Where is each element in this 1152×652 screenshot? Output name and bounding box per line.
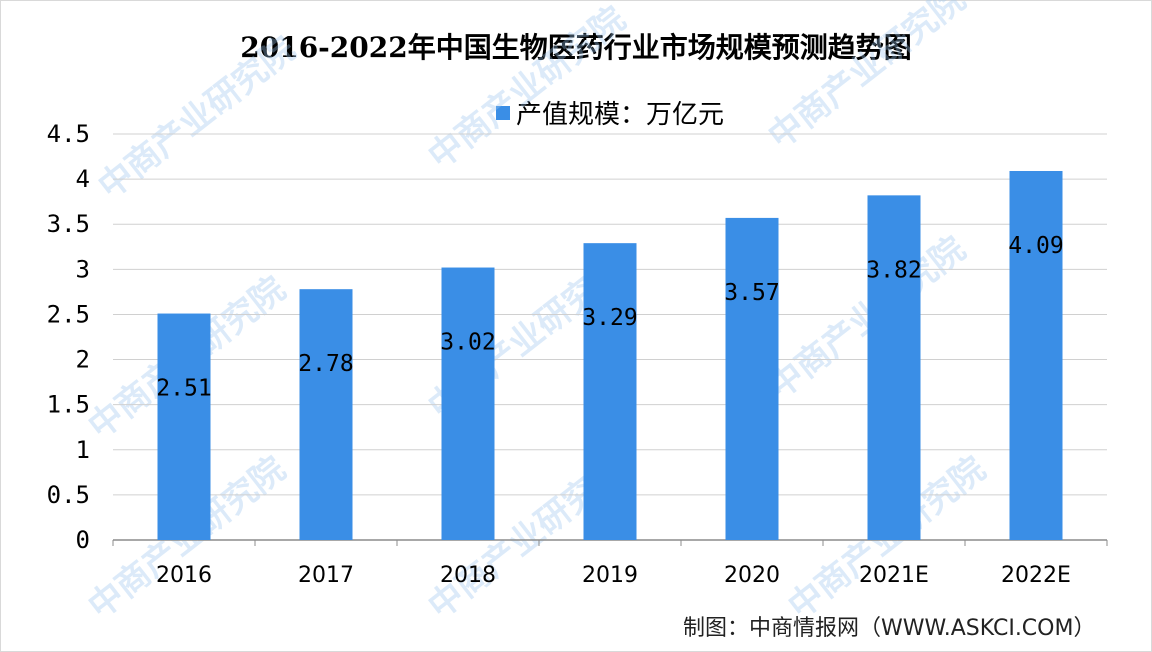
y-tick-label: 0.5	[47, 481, 90, 509]
data-label: 2.78	[298, 351, 353, 377]
bar	[1009, 170, 1063, 541]
x-tick-label: 2022E	[1001, 563, 1071, 588]
data-label: 3.82	[866, 257, 921, 283]
y-tick-label: 2	[76, 346, 90, 374]
bar	[725, 217, 779, 540]
watermark-text: 中商产业研究院	[761, 229, 973, 407]
legend: 产值规模：万亿元	[496, 94, 724, 131]
y-tick-label: 4	[76, 165, 90, 193]
y-tick-label: 1.5	[47, 391, 90, 419]
chart-title: 2016-2022年中国生物医药行业市场规模预测趋势图	[240, 31, 912, 64]
y-tick-label: 3	[76, 255, 90, 283]
x-tick-label: 2018	[440, 563, 496, 588]
source-note: 制图：中商情报网（WWW.ASKCI.COM）	[683, 616, 1096, 641]
bar	[867, 195, 921, 540]
data-label: 2.51	[156, 376, 211, 402]
y-tick-label: 2.5	[47, 300, 90, 328]
x-tick-label: 2020	[724, 563, 780, 588]
bar	[157, 313, 211, 540]
data-label: 3.02	[440, 330, 495, 356]
watermark-text: 中商产业研究院	[421, 0, 633, 177]
x-tick-label: 2021E	[859, 563, 929, 588]
legend-swatch	[496, 105, 510, 120]
watermark-text: 中商产业研究院	[91, 29, 303, 207]
legend-label: 产值规模：万亿元	[516, 100, 725, 130]
bar	[583, 243, 637, 540]
y-tick-label: 0	[76, 526, 90, 554]
bar	[299, 289, 353, 540]
y-tick-label: 1	[76, 436, 90, 464]
data-label: 4.09	[1008, 233, 1063, 259]
x-tick-label: 2016	[156, 563, 212, 588]
x-tick-label: 2019	[582, 563, 638, 588]
y-tick-label: 3.5	[47, 210, 90, 238]
data-label: 3.57	[724, 280, 779, 306]
data-label: 3.29	[582, 305, 637, 331]
x-tick-label: 2017	[298, 563, 354, 588]
y-tick-label: 4.5	[47, 120, 90, 148]
bar	[441, 267, 495, 540]
